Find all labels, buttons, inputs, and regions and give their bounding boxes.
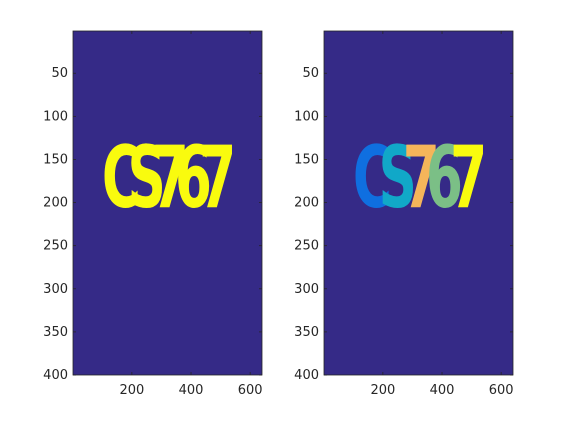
x-tick-label: 400	[430, 383, 455, 398]
y-tick-label: 350	[43, 325, 68, 340]
axes-frame	[323, 30, 514, 376]
y-tick-label: 150	[43, 152, 68, 167]
glyph-c-0: C	[353, 128, 392, 228]
glyph-6-3: 6	[175, 128, 212, 228]
x-tick-label: 600	[238, 383, 263, 398]
x-tick-label: 200	[119, 383, 144, 398]
y-tick-label: 50	[302, 66, 319, 81]
image-background	[324, 31, 513, 375]
y-tick-label: 350	[294, 325, 319, 340]
glyph-7-2: 7	[152, 128, 189, 228]
y-tick-label: 250	[43, 239, 68, 254]
glyph-7-4: 7	[450, 128, 487, 228]
x-tick-label: 400	[179, 383, 204, 398]
x-tick-label: 600	[489, 383, 514, 398]
y-tick-label: 300	[294, 282, 319, 297]
y-tick-label: 150	[294, 152, 319, 167]
y-tick-label: 200	[294, 196, 319, 211]
y-tick-label: 400	[43, 368, 68, 383]
glyph-7-2: 7	[403, 128, 440, 228]
y-tick-label: 100	[294, 109, 319, 124]
glyph-s-1: S	[127, 128, 165, 228]
glyph-6-3: 6	[426, 128, 463, 228]
y-tick-label: 50	[51, 66, 68, 81]
axes-frame	[72, 30, 263, 376]
glyph-7-4: 7	[199, 128, 236, 228]
image-background	[73, 31, 262, 375]
y-tick-label: 250	[294, 239, 319, 254]
glyph-s-1: S	[378, 128, 416, 228]
y-tick-label: 400	[294, 368, 319, 383]
y-tick-label: 200	[43, 196, 68, 211]
glyph-c-0: C	[102, 128, 141, 228]
x-tick-label: 200	[370, 383, 395, 398]
y-tick-label: 100	[43, 109, 68, 124]
y-tick-label: 300	[43, 282, 68, 297]
